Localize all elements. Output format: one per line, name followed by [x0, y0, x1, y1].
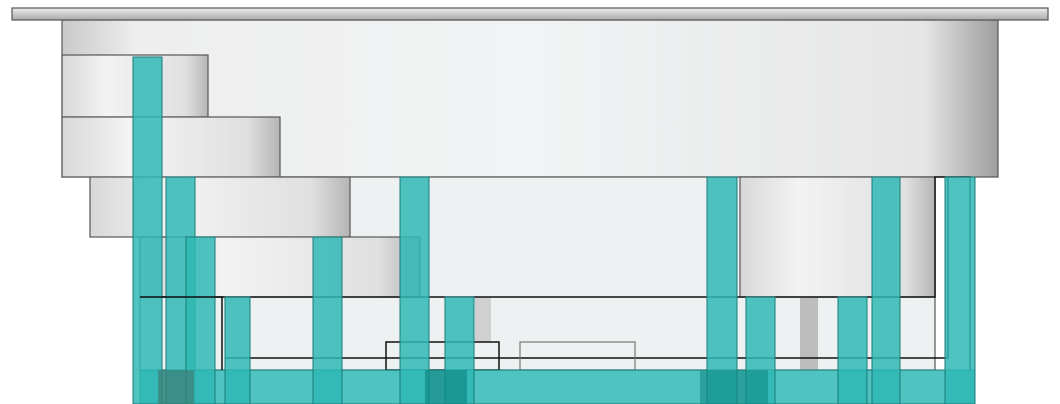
post — [706, 176, 738, 404]
bench — [739, 176, 936, 298]
step — [61, 116, 281, 178]
step — [89, 176, 351, 238]
pool-rim — [11, 7, 1049, 21]
outline — [140, 296, 223, 370]
shell — [11, 7, 1049, 371]
post — [224, 296, 251, 404]
post — [132, 56, 163, 404]
shade — [475, 297, 491, 342]
shade — [800, 297, 818, 370]
shadow — [158, 370, 194, 404]
post — [312, 236, 343, 404]
shadow — [700, 370, 768, 404]
posts — [132, 56, 976, 404]
shadow — [425, 370, 467, 404]
post — [871, 176, 901, 404]
post — [399, 176, 430, 404]
post — [944, 176, 976, 404]
post — [837, 296, 868, 404]
